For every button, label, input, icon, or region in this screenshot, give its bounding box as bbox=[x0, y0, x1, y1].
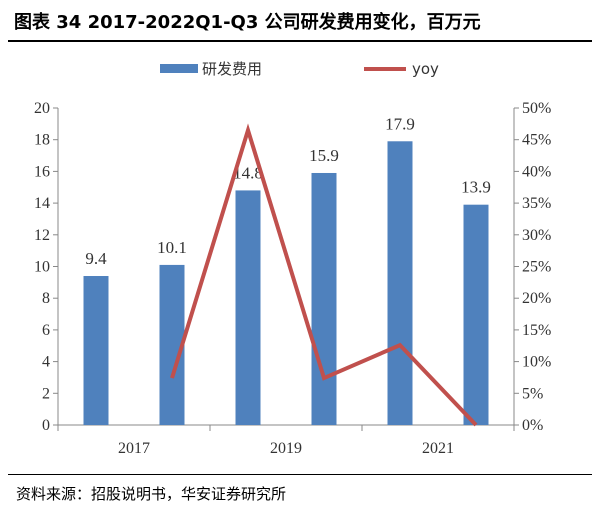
bar-value-label: 13.9 bbox=[461, 178, 491, 197]
y-right-tick-label: 35% bbox=[522, 195, 551, 212]
x-tick-label: 2019 bbox=[270, 440, 302, 457]
y-left-tick-label: 2 bbox=[42, 385, 50, 402]
yoy-series bbox=[170, 123, 478, 427]
y-right-tick-label: 20% bbox=[522, 290, 551, 307]
y-left-tick-label: 18 bbox=[34, 132, 50, 149]
bar bbox=[311, 172, 337, 425]
x-tick-label: 2021 bbox=[422, 440, 454, 457]
source-rule bbox=[8, 474, 592, 475]
bar-value-label: 10.1 bbox=[157, 238, 187, 257]
bar-value-label: 9.4 bbox=[85, 249, 107, 268]
bar-data-labels: 9.4 10.1 14.8 15.9 17.9 13.9 bbox=[85, 114, 491, 268]
y-right-tick-label: 15% bbox=[522, 322, 551, 339]
bar bbox=[463, 204, 489, 425]
y-left-tick-label: 16 bbox=[34, 163, 50, 180]
y-left-tick-label: 12 bbox=[34, 227, 50, 244]
chart: 研发费用 yoy 0 2 4 6 8 10 12 14 16 18 20 0% 5% 10% 15% 20% 2… bbox=[34, 60, 551, 457]
y-right-tick-label: 0% bbox=[522, 417, 543, 434]
y-left-tick-label: 14 bbox=[34, 195, 50, 212]
y-left-tick-label: 20 bbox=[34, 100, 50, 117]
y-right-tick-label: 30% bbox=[522, 227, 551, 244]
x-tick-label: 2017 bbox=[118, 440, 150, 457]
bar-value-label: 17.9 bbox=[385, 114, 415, 133]
y-left-tick-label: 6 bbox=[42, 322, 50, 339]
bar bbox=[387, 141, 413, 425]
legend: 研发费用 yoy bbox=[160, 60, 439, 78]
bar-series bbox=[83, 141, 489, 425]
y-right-tick-label: 5% bbox=[522, 385, 543, 402]
y-right-tick-label: 40% bbox=[522, 163, 551, 180]
legend-label-bar: 研发费用 bbox=[202, 60, 262, 78]
yoy-line bbox=[170, 123, 478, 427]
y-right-tick-label: 25% bbox=[522, 259, 551, 276]
bar bbox=[235, 190, 261, 425]
bar-value-label: 14.8 bbox=[233, 163, 263, 182]
source-note: 资料来源：招股说明书，华安证券研究所 bbox=[16, 485, 287, 503]
chart-title: 图表 34 2017-2022Q1-Q3 公司研发费用变化，百万元 bbox=[14, 12, 481, 33]
y-right-tick-label: 10% bbox=[522, 354, 551, 371]
x-axis: 2017 2019 2021 bbox=[57, 424, 515, 457]
y-left-tick-label: 4 bbox=[42, 354, 50, 371]
y-left-tick-label: 10 bbox=[34, 259, 50, 276]
y-right-tick-label: 45% bbox=[522, 132, 551, 149]
y-axis-right: 0% 5% 10% 15% 20% 25% 30% 35% 40% 45% 50% bbox=[513, 100, 551, 434]
legend-swatch-bar bbox=[160, 64, 198, 73]
bar bbox=[83, 276, 109, 425]
y-axis-left: 0 2 4 6 8 10 12 14 16 18 20 bbox=[34, 100, 59, 434]
y-left-tick-label: 0 bbox=[42, 417, 50, 434]
y-right-tick-label: 50% bbox=[522, 100, 551, 117]
legend-label-line: yoy bbox=[412, 60, 439, 78]
y-left-tick-label: 8 bbox=[42, 290, 50, 307]
title-rule bbox=[8, 40, 592, 42]
bar-value-label: 15.9 bbox=[309, 146, 339, 165]
